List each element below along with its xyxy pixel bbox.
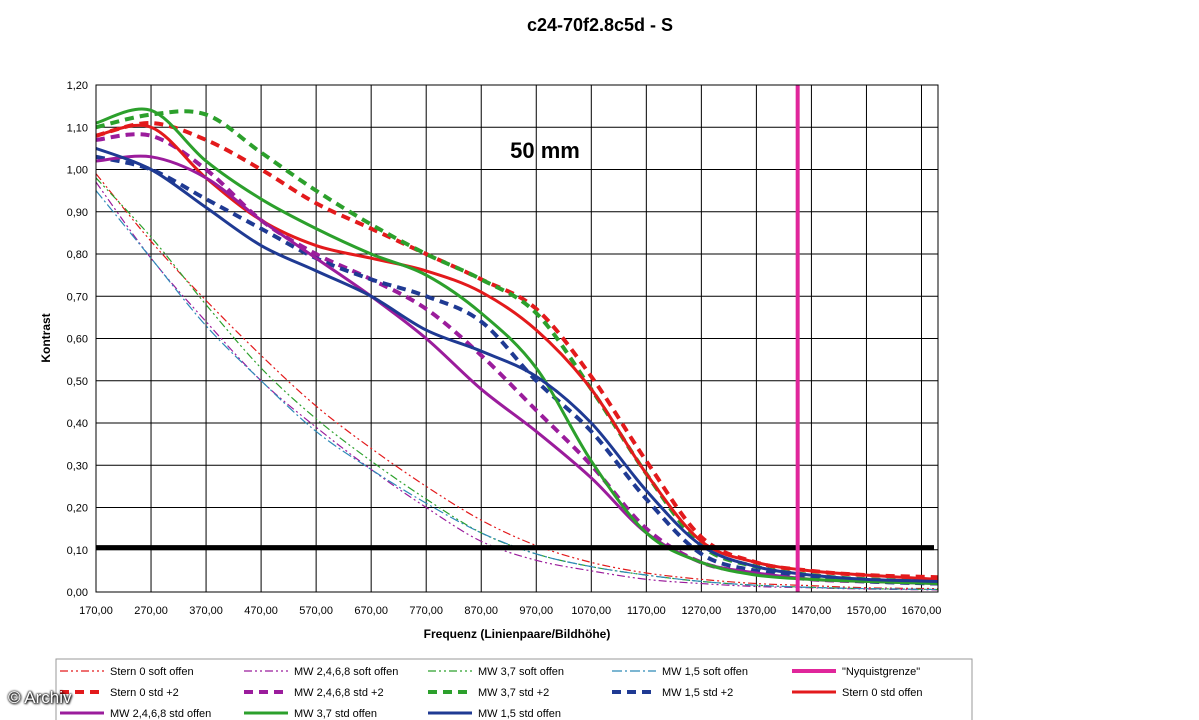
watermark: © Archiv [8,688,72,707]
x-tick-labels: 170,00 270,00 370,00 470,00 570,00 670,00 770,… [79,605,941,617]
x-tick-label: 1170,00 [627,605,666,617]
x-tick-label: 1270,00 [681,605,721,617]
y-tick-label: 0,80 [67,249,88,261]
x-tick-label: 370,00 [189,605,223,617]
legend-label: MW 3,7 soft offen [478,666,564,678]
y-tick-label: 0,60 [67,334,88,346]
series-line-8 [95,123,939,581]
annotation-50mm: 50 mm [510,138,580,163]
series-line-2 [95,177,939,591]
legend-label: MW 1,5 soft offen [662,666,748,678]
x-tick-label: 870,00 [464,605,498,617]
y-tick-label: 0,20 [67,503,88,515]
legend-label: MW 1,5 std +2 [662,687,733,699]
legend-label: MW 1,5 std offen [478,708,561,720]
series-line-0 [95,173,939,590]
series-line-11 [95,146,939,583]
x-tick-label: 970,00 [519,605,553,617]
x-tick-label: 270,00 [134,605,168,617]
y-axis-label: Kontrast [39,313,53,362]
legend-label: Stern 0 soft offen [110,666,194,678]
x-axis-label: Frequenz (Linienpaare/Bildhöhe) [424,627,611,641]
x-tick-label: 770,00 [409,605,443,617]
legend-label: Stern 0 std +2 [110,687,179,699]
y-tick-label: 1,00 [67,165,88,177]
legend-label: "Nyquistgrenze" [842,666,920,678]
x-tick-label: 670,00 [354,605,388,617]
series-line-5 [95,132,939,586]
x-tick-label: 1070,00 [571,605,611,617]
x-tick-label: 170,00 [79,605,113,617]
x-tick-label: 1470,00 [792,605,832,617]
y-tick-label: 1,20 [67,80,88,92]
legend-label: MW 3,7 std offen [294,708,377,720]
chart-title: c24-70f2.8c5d - S [527,15,673,35]
x-tick-label: 1370,00 [737,605,777,617]
y-tick-label: 0,70 [67,291,88,303]
y-tick-label: 0,00 [67,587,88,599]
reference-lines [96,85,934,592]
x-tick-label: 1570,00 [847,605,887,617]
y-tick-label: 0,90 [67,207,88,219]
series-line-10 [95,107,939,586]
y-tick-label: 0,50 [67,376,88,388]
x-tick-label: 570,00 [299,605,333,617]
plot-frame [95,84,939,593]
y-tick-labels: 0,00 0,10 0,20 0,30 0,40 0,50 0,60 0,70 0,80 0,90… [67,80,88,599]
series-line-1 [95,181,939,591]
legend-label: MW 3,7 std +2 [478,687,549,699]
y-tick-label: 0,30 [67,460,88,472]
y-tick-label: 0,10 [67,545,88,557]
series-line-3 [95,190,939,591]
legend-label: MW 2,4,6,8 std offen [110,708,211,720]
x-tick-label: 1670,00 [902,605,942,617]
legend: Stern 0 soft offen MW 2,4,6,8 soft offen M… [60,666,923,720]
series-line-6 [95,109,939,584]
series-layer [95,107,939,591]
series-line-7 [95,154,939,586]
legend-label: MW 2,4,6,8 soft offen [294,666,398,678]
legend-label: Stern 0 std offen [842,687,923,699]
y-tick-label: 0,40 [67,418,88,430]
x-tick-label: 470,00 [244,605,278,617]
series-line-4 [95,121,939,580]
y-tick-label: 1,10 [67,122,88,134]
legend-label: MW 2,4,6,8 std +2 [294,687,384,699]
